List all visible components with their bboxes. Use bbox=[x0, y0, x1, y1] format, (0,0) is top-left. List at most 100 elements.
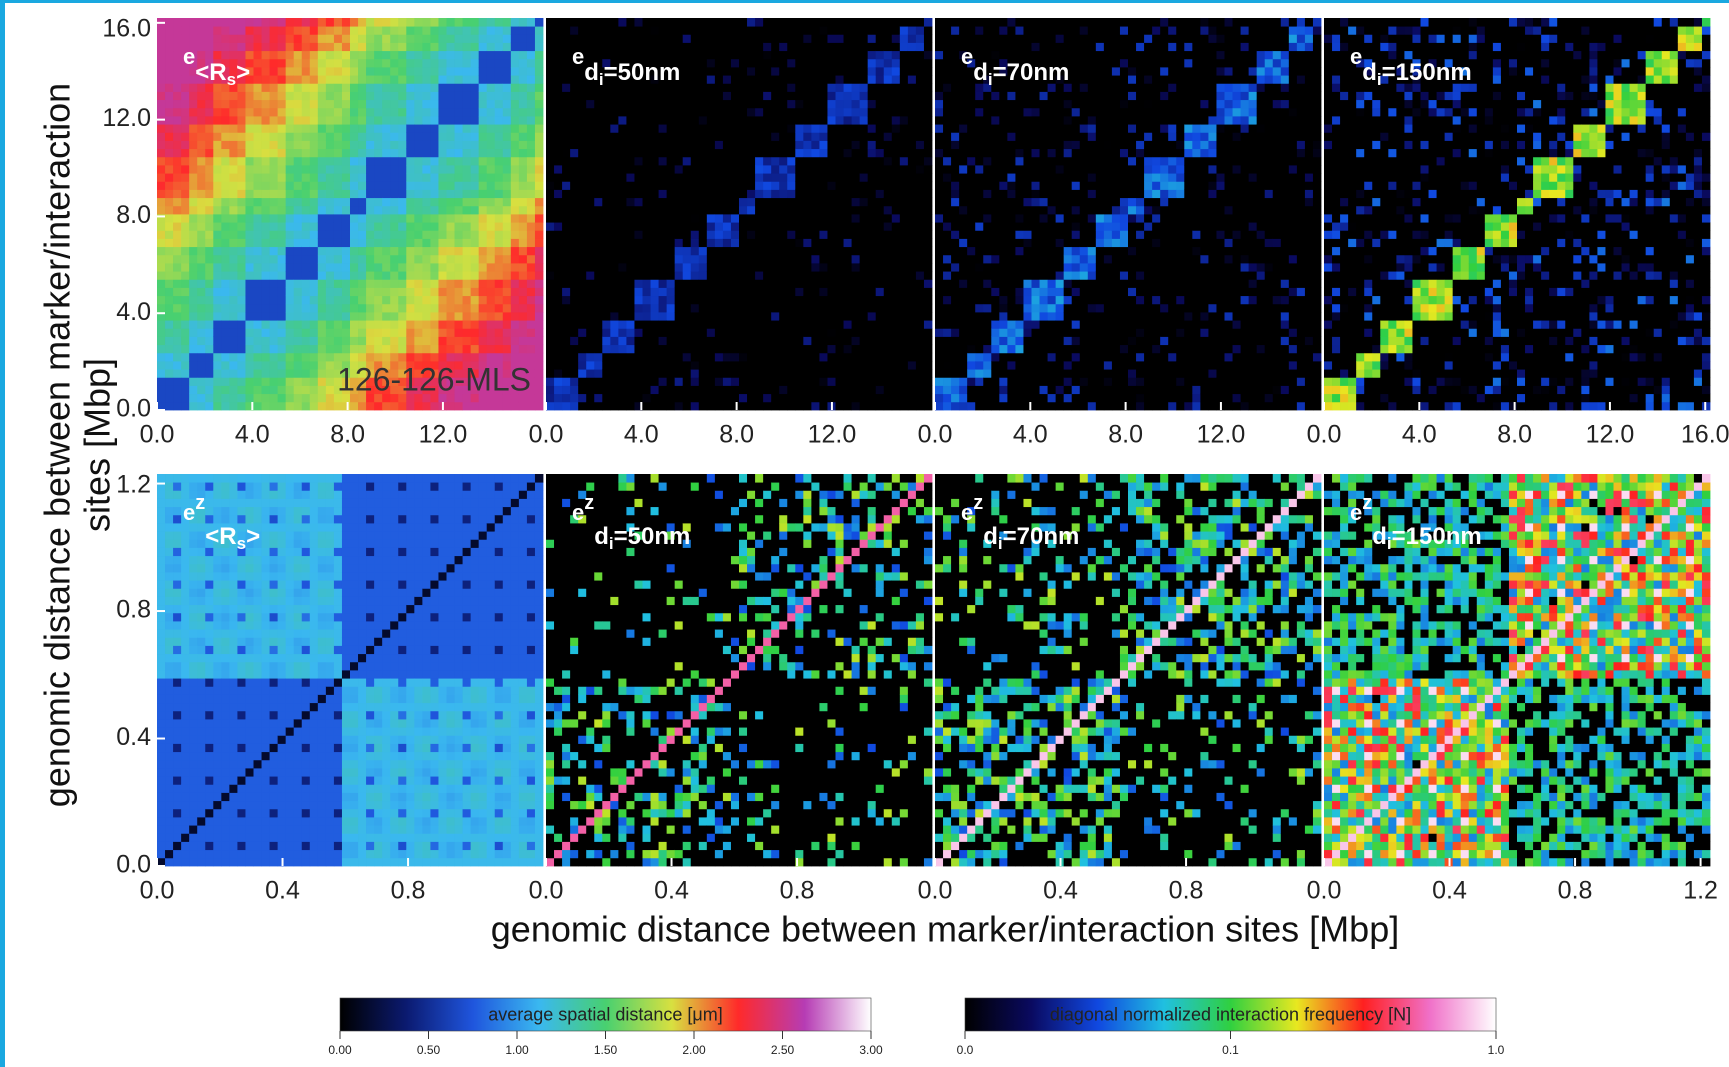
heatmap-cell bbox=[406, 205, 415, 215]
heatmap-cell bbox=[755, 148, 764, 158]
heatmap-cell bbox=[618, 295, 627, 305]
heatmap-cell bbox=[374, 148, 383, 158]
heatmap-cell bbox=[358, 50, 367, 60]
heatmap-cell bbox=[165, 67, 174, 76]
heatmap-cell bbox=[747, 377, 756, 386]
heatmap-cell bbox=[827, 83, 836, 92]
heatmap-cell bbox=[173, 393, 182, 403]
heatmap-cell bbox=[594, 18, 603, 27]
heatmap-cell bbox=[494, 124, 504, 133]
heatmap-cell bbox=[739, 75, 748, 84]
heatmap-cell bbox=[747, 107, 756, 117]
heatmap-cell bbox=[771, 18, 780, 27]
heatmap-cell bbox=[570, 336, 579, 346]
heatmap-cell bbox=[293, 295, 303, 305]
heatmap-cell bbox=[317, 26, 327, 35]
heatmap-cell bbox=[446, 369, 455, 378]
heatmap-cell bbox=[634, 140, 643, 150]
heatmap-cell bbox=[835, 352, 844, 362]
heatmap-cell bbox=[366, 295, 375, 305]
heatmap-cell bbox=[859, 124, 869, 133]
heatmap-cell bbox=[594, 58, 603, 68]
heatmap-cell bbox=[374, 328, 383, 337]
heatmap-cell bbox=[586, 189, 595, 199]
heatmap-cell bbox=[803, 230, 812, 239]
heatmap-cell bbox=[803, 238, 812, 248]
heatmap-cell bbox=[975, 303, 984, 313]
heatmap-cell bbox=[478, 246, 488, 256]
heatmap-cell bbox=[634, 336, 643, 346]
heatmap-cell bbox=[197, 222, 206, 231]
heatmap-cell bbox=[935, 295, 944, 305]
heatmap-cell bbox=[366, 18, 375, 27]
heatmap-cell bbox=[915, 156, 925, 166]
heatmap-cell bbox=[602, 303, 611, 313]
heatmap-cell bbox=[602, 222, 611, 231]
heatmap-cell bbox=[213, 279, 222, 288]
heatmap-cell bbox=[891, 99, 901, 109]
heatmap-cell bbox=[722, 132, 732, 141]
heatmap-cell bbox=[666, 99, 676, 109]
heatmap-cell bbox=[229, 254, 238, 264]
heatmap-cell bbox=[189, 99, 198, 109]
heatmap-cell bbox=[293, 377, 303, 386]
heatmap-cell bbox=[915, 393, 925, 403]
heatmap-cell bbox=[534, 99, 544, 109]
heatmap-cell bbox=[851, 287, 861, 297]
heatmap-cell bbox=[253, 320, 262, 329]
heatmap-cell bbox=[771, 295, 780, 305]
heatmap-cell bbox=[526, 320, 536, 329]
heatmap-cell bbox=[317, 67, 327, 76]
heatmap-cell bbox=[213, 165, 222, 174]
heatmap-cell bbox=[205, 173, 214, 182]
heatmap-cell bbox=[602, 279, 611, 288]
heatmap-cell bbox=[626, 165, 635, 174]
heatmap-cell bbox=[253, 385, 262, 395]
heatmap-cell bbox=[205, 116, 214, 125]
heatmap-cell bbox=[578, 99, 587, 109]
heatmap-cell bbox=[602, 401, 611, 411]
heatmap-cell bbox=[333, 295, 343, 305]
heatmap-cell bbox=[682, 26, 692, 35]
heatmap-cell bbox=[915, 303, 925, 313]
heatmap-cell bbox=[634, 124, 643, 133]
heatmap-cell bbox=[341, 99, 351, 109]
heatmap-cell bbox=[658, 344, 668, 354]
heatmap-cell bbox=[907, 279, 917, 288]
heatmap-cell bbox=[414, 393, 423, 403]
heatmap-cell bbox=[422, 116, 431, 125]
heatmap-cell bbox=[221, 124, 230, 133]
heatmap-cell bbox=[835, 181, 844, 190]
heatmap-cell bbox=[277, 26, 287, 35]
heatmap-cell bbox=[333, 116, 343, 125]
heatmap-cell bbox=[554, 328, 563, 337]
heatmap-cell bbox=[181, 254, 190, 264]
heatmap-cell bbox=[470, 26, 480, 35]
heatmap-cell bbox=[626, 75, 635, 84]
heatmap-cell bbox=[943, 116, 952, 125]
heatmap-cell bbox=[478, 91, 488, 101]
heatmap-cell bbox=[578, 148, 587, 158]
heatmap-cell bbox=[309, 50, 319, 60]
heatmap-cell bbox=[795, 83, 804, 92]
heatmap-cell bbox=[747, 181, 756, 190]
heatmap-cell bbox=[470, 303, 480, 313]
heatmap-cell bbox=[341, 83, 351, 92]
heatmap-cell bbox=[907, 50, 917, 60]
heatmap-cell bbox=[470, 377, 480, 386]
heatmap-cell bbox=[867, 287, 877, 297]
heatmap-cell bbox=[285, 50, 295, 60]
heatmap-cell bbox=[382, 271, 391, 280]
heatmap-cell bbox=[534, 238, 544, 248]
heatmap-cell bbox=[747, 189, 756, 199]
heatmap-cell bbox=[197, 385, 206, 395]
heatmap-cell bbox=[883, 271, 893, 280]
heatmap-cell bbox=[301, 165, 311, 174]
heatmap-cell bbox=[438, 344, 447, 354]
heatmap-cell bbox=[883, 254, 893, 264]
heatmap-cell bbox=[642, 246, 651, 256]
heatmap-cell bbox=[253, 189, 262, 199]
heatmap-cell bbox=[406, 148, 415, 158]
heatmap-cell bbox=[602, 393, 611, 403]
heatmap-cell bbox=[959, 205, 968, 215]
